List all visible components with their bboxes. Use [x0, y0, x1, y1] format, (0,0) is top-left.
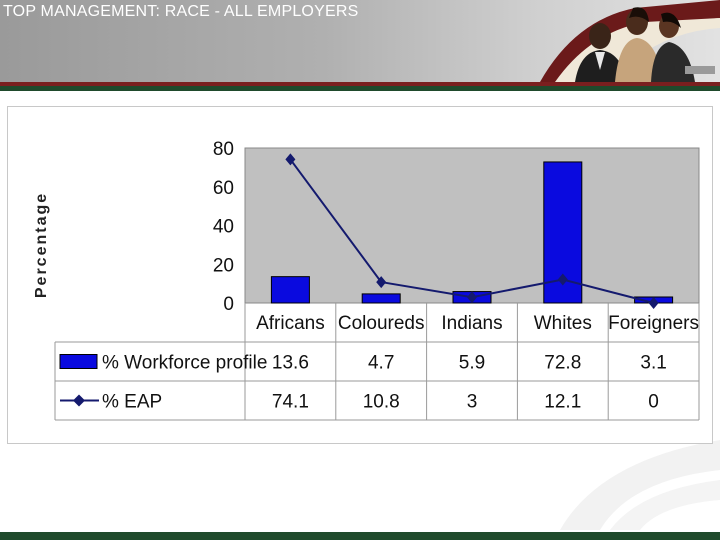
y-tick-label: 0	[223, 294, 234, 315]
bar	[361, 293, 401, 304]
y-tick-label: 20	[213, 255, 234, 276]
y-tick-label: 40	[213, 217, 234, 238]
legend-key-marker	[73, 394, 85, 407]
bar	[270, 276, 310, 304]
x-tick-label: Africans	[256, 313, 325, 334]
data-table-value: 3.1	[640, 353, 666, 374]
y-tick-label: 60	[213, 178, 234, 199]
page-title: TOP MANAGEMENT: RACE - ALL EMPLOYERS	[3, 3, 359, 20]
x-tick-label: Coloureds	[338, 313, 425, 334]
data-table-value: 0	[648, 392, 659, 413]
data-table-value: 13.6	[272, 353, 309, 374]
data-table-value: 4.7	[368, 353, 394, 374]
x-tick-label: Whites	[534, 313, 592, 334]
chart-frame: Percentage 0 20 40 60 80 Africans Coloureds In…	[7, 106, 713, 444]
business-people-image	[540, 0, 720, 82]
y-axis-title: Percentage	[33, 192, 50, 298]
background-watermark	[560, 440, 720, 530]
data-table-value: 72.8	[544, 353, 581, 374]
line-point	[557, 273, 568, 286]
x-tick-label: Foreigners	[608, 313, 699, 334]
data-table-value: 12.1	[544, 392, 581, 413]
line-point	[648, 297, 659, 309]
footer-green-stripe	[0, 532, 720, 540]
x-tick-label: Indians	[441, 313, 502, 334]
header-red-stripe	[0, 82, 720, 86]
header-banner: TOP MANAGEMENT: RACE - ALL EMPLOYERS	[0, 0, 720, 82]
data-table-value: 74.1	[272, 392, 309, 413]
legend-label: % Workforce profile	[102, 353, 267, 374]
legend-label: % EAP	[102, 392, 162, 413]
line-series	[285, 153, 659, 309]
data-table-value: 5.9	[459, 353, 485, 374]
line-point	[467, 291, 477, 304]
line-point	[285, 153, 296, 166]
header-green-stripe	[0, 86, 720, 91]
y-axis-title-group: Percentage	[33, 192, 50, 298]
data-table-value: 10.8	[363, 392, 400, 413]
y-tick-label: 80	[213, 139, 234, 160]
legend-key-bar	[59, 354, 98, 369]
data-table-value: 3	[467, 392, 478, 413]
chart: Percentage 0 20 40 60 80 Africans Coloureds In…	[33, 139, 700, 421]
y-axis-ticks: 0 20 40 60 80	[213, 139, 234, 315]
data-table: Africans Coloureds Indians Whites Foreigners…	[54, 303, 700, 421]
plot-area	[244, 147, 700, 304]
line-point	[376, 276, 387, 289]
